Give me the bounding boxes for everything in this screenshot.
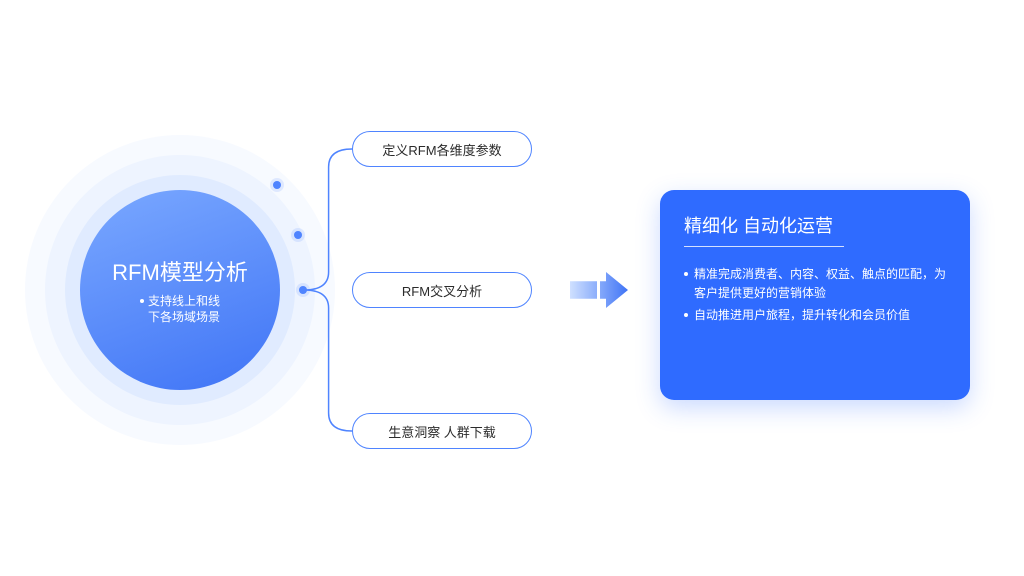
card-list-text: 精准完成消费者、内容、权益、触点的匹配，为客户提供更好的营销体验 [694,265,946,302]
circle-core: RFM模型分析 支持线上和线 下各场域场景 [80,190,280,390]
result-card: 精细化 自动化运营 精准完成消费者、内容、权益、触点的匹配，为客户提供更好的营销… [660,190,970,400]
card-list-text: 自动推进用户旅程，提升转化和会员价值 [694,306,910,325]
card-title: 精细化 自动化运营 [684,212,946,257]
card-title-text: 精细化 自动化运营 [684,216,833,236]
pill-label: RFM交叉分析 [402,281,482,300]
circle-subtitle: 支持线上和线 下各场域场景 [140,293,220,325]
card-list-item: 精准完成消费者、内容、权益、触点的匹配，为客户提供更好的营销体验 [684,265,946,302]
connector-dot [273,181,281,189]
arrow-icon [570,270,630,310]
bracket-connector [300,131,352,449]
pill-item: RFM交叉分析 [352,272,532,308]
card-title-underline [684,246,844,247]
card-list-item: 自动推进用户旅程，提升转化和会员价值 [684,306,946,325]
pill-item: 定义RFM各维度参数 [352,131,532,167]
pill-item: 生意洞察 人群下载 [352,413,532,449]
circle-title: RFM模型分析 [112,255,248,287]
pill-label: 生意洞察 人群下载 [388,422,496,441]
circle-subtitle-text: 支持线上和线 下各场域场景 [148,293,220,325]
bullet-dot-icon [140,299,144,303]
pill-label: 定义RFM各维度参数 [382,140,501,159]
card-list: 精准完成消费者、内容、权益、触点的匹配，为客户提供更好的营销体验 自动推进用户旅… [684,265,946,325]
diagram-root: RFM模型分析 支持线上和线 下各场域场景 定义RFM各维度参数 RFM交叉分析… [0,0,1024,576]
